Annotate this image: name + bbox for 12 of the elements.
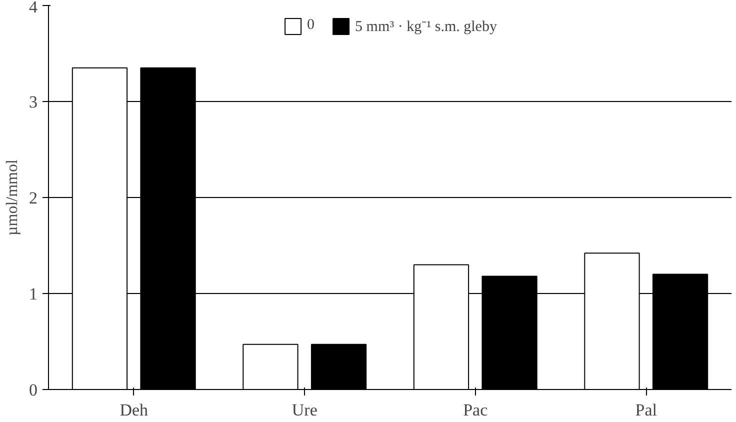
y-tick-label: 1 <box>29 284 38 304</box>
x-tick-label: Pal <box>635 400 658 420</box>
y-tick-label: 2 <box>29 188 38 208</box>
y-tick-label: 3 <box>29 92 38 112</box>
x-tick-label: Pac <box>463 400 488 420</box>
legend-label: 0 <box>307 17 316 34</box>
y-tick-label: 0 <box>29 380 38 400</box>
x-tick-label: Deh <box>120 400 149 420</box>
y-tick-label: 4 <box>29 0 38 16</box>
legend-label: 5 mm³ · kg⁻¹ s.m. gleby <box>355 18 497 36</box>
y-axis-title: µmol/mmol <box>4 159 21 236</box>
x-tick-label: Ure <box>292 400 318 420</box>
